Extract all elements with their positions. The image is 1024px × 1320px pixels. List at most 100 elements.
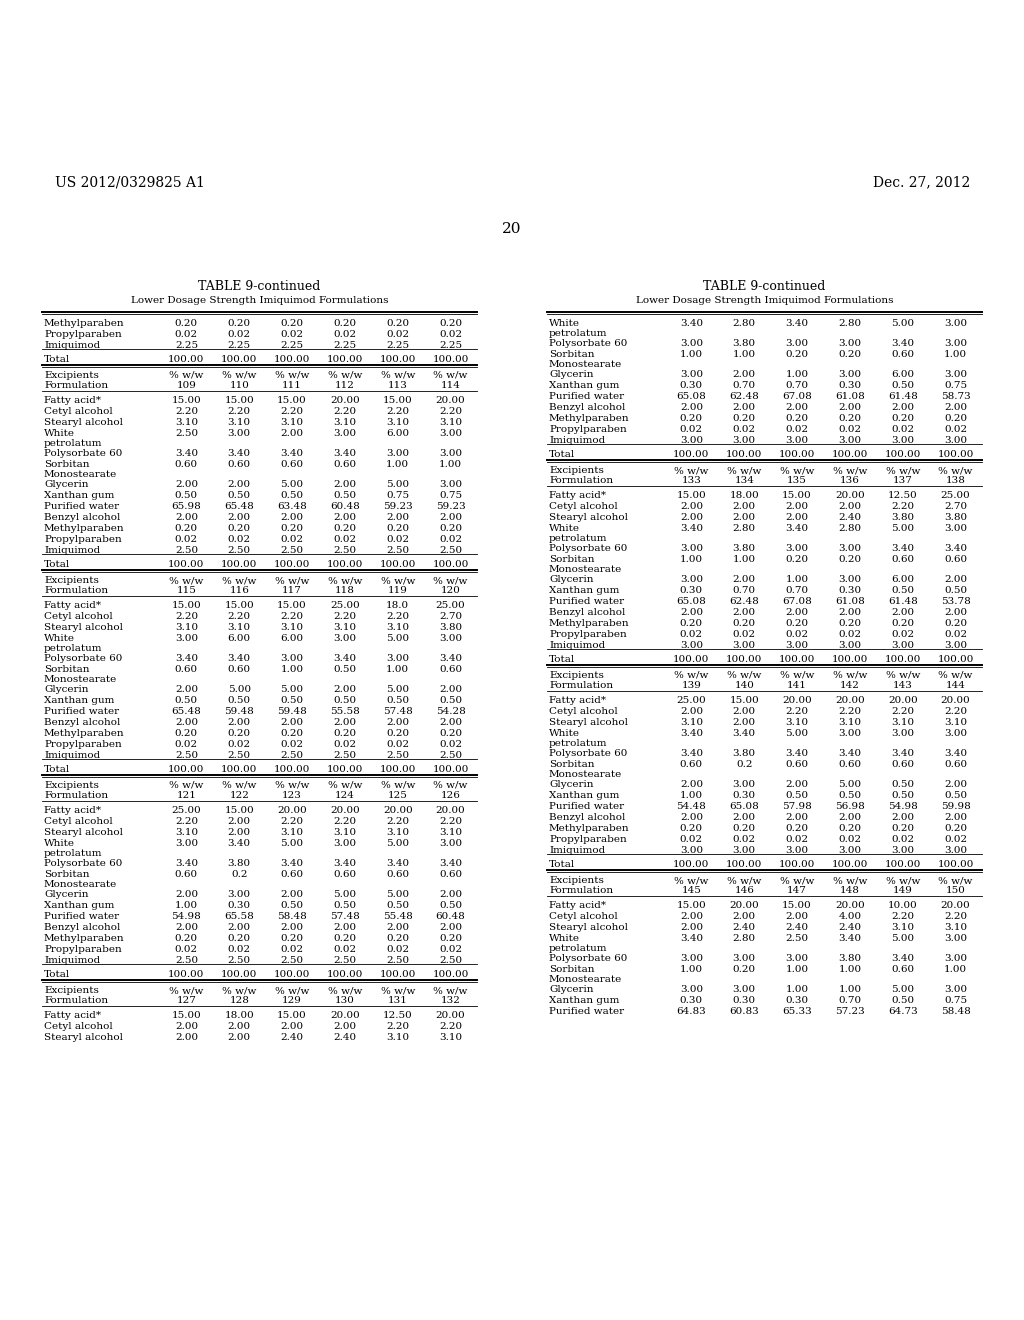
- Text: 2.80: 2.80: [839, 524, 861, 533]
- Text: Glycerin: Glycerin: [549, 985, 594, 994]
- Text: 0.75: 0.75: [944, 997, 967, 1005]
- Text: 0.50: 0.50: [334, 696, 356, 705]
- Text: US 2012/0329825 A1: US 2012/0329825 A1: [55, 176, 205, 189]
- Text: 3.40: 3.40: [785, 524, 809, 533]
- Text: 5.00: 5.00: [281, 840, 304, 847]
- Text: 2.20: 2.20: [227, 612, 251, 620]
- Text: % w/w: % w/w: [169, 781, 204, 789]
- Text: 2.00: 2.00: [175, 1034, 198, 1041]
- Text: 2.00: 2.00: [733, 513, 756, 521]
- Text: 0.75: 0.75: [386, 491, 410, 500]
- Text: 2.80: 2.80: [733, 524, 756, 533]
- Text: Methylparaben: Methylparaben: [44, 524, 125, 533]
- Text: 3.00: 3.00: [733, 985, 756, 994]
- Text: % w/w: % w/w: [886, 466, 920, 475]
- Text: 3.00: 3.00: [680, 642, 703, 649]
- Text: Xanthan gum: Xanthan gum: [549, 997, 620, 1005]
- Text: 54.48: 54.48: [677, 803, 707, 810]
- Text: 150: 150: [945, 886, 966, 895]
- Text: 3.10: 3.10: [386, 1034, 410, 1041]
- Text: 2.25: 2.25: [439, 341, 462, 350]
- Text: 100.00: 100.00: [885, 450, 921, 459]
- Text: 3.00: 3.00: [944, 935, 967, 942]
- Text: 2.00: 2.00: [281, 429, 304, 438]
- Text: 15.00: 15.00: [677, 902, 707, 909]
- Text: 100.00: 100.00: [221, 970, 257, 979]
- Text: 116: 116: [229, 586, 249, 595]
- Text: 2.00: 2.00: [227, 923, 251, 932]
- Text: Cetyl alcohol: Cetyl alcohol: [549, 708, 617, 715]
- Text: Propylparaben: Propylparaben: [44, 535, 122, 544]
- Text: Total: Total: [44, 560, 71, 569]
- Text: % w/w: % w/w: [727, 876, 762, 884]
- Text: 1.00: 1.00: [680, 350, 703, 359]
- Text: 0.20: 0.20: [281, 319, 304, 327]
- Text: 2.20: 2.20: [386, 1022, 410, 1031]
- Text: 2.20: 2.20: [386, 817, 410, 826]
- Text: Total: Total: [549, 861, 575, 869]
- Text: 2.50: 2.50: [439, 956, 462, 965]
- Text: Propylparaben: Propylparaben: [549, 630, 627, 639]
- Text: 0.50: 0.50: [334, 665, 356, 675]
- Text: 0.02: 0.02: [281, 330, 304, 339]
- Text: 2.00: 2.00: [839, 813, 861, 822]
- Text: % w/w: % w/w: [833, 671, 867, 680]
- Text: 109: 109: [176, 381, 197, 389]
- Text: 0.70: 0.70: [785, 381, 809, 389]
- Text: 2.20: 2.20: [386, 612, 410, 620]
- Text: % w/w: % w/w: [433, 781, 468, 789]
- Text: 0.20: 0.20: [785, 554, 809, 564]
- Text: % w/w: % w/w: [169, 576, 204, 585]
- Text: 20.00: 20.00: [782, 696, 812, 705]
- Text: 2.70: 2.70: [439, 612, 462, 620]
- Text: 1.00: 1.00: [733, 554, 756, 564]
- Text: 3.10: 3.10: [680, 718, 703, 727]
- Text: 127: 127: [176, 995, 197, 1005]
- Text: Imiquimod: Imiquimod: [549, 846, 605, 855]
- Text: Purified water: Purified water: [549, 392, 624, 401]
- Text: Sorbitan: Sorbitan: [44, 459, 89, 469]
- Text: Purified water: Purified water: [549, 803, 624, 810]
- Text: 3.00: 3.00: [944, 954, 967, 964]
- Text: 0.02: 0.02: [281, 535, 304, 544]
- Text: 0.02: 0.02: [680, 836, 703, 843]
- Text: 3.00: 3.00: [680, 954, 703, 964]
- Text: 3.10: 3.10: [334, 828, 356, 837]
- Text: Stearyl alcohol: Stearyl alcohol: [44, 1034, 123, 1041]
- Text: 3.80: 3.80: [733, 339, 756, 348]
- Text: 0.20: 0.20: [733, 619, 756, 628]
- Text: % w/w: % w/w: [727, 466, 762, 475]
- Text: 5.00: 5.00: [386, 890, 410, 899]
- Text: 0.50: 0.50: [386, 902, 410, 909]
- Text: Polysorbate 60: Polysorbate 60: [44, 859, 123, 869]
- Text: 3.40: 3.40: [785, 748, 809, 758]
- Text: 20.00: 20.00: [835, 491, 865, 500]
- Text: % w/w: % w/w: [222, 781, 256, 789]
- Text: 5.00: 5.00: [891, 935, 914, 942]
- Text: 0.50: 0.50: [175, 696, 198, 705]
- Text: 100.00: 100.00: [831, 861, 868, 869]
- Text: Methylparaben: Methylparaben: [549, 414, 630, 422]
- Text: 2.20: 2.20: [891, 502, 914, 511]
- Text: 100.00: 100.00: [168, 560, 205, 569]
- Text: Fatty acid*: Fatty acid*: [549, 491, 606, 500]
- Text: Polysorbate 60: Polysorbate 60: [44, 449, 123, 458]
- Text: 3.10: 3.10: [386, 418, 410, 426]
- Text: 113: 113: [388, 381, 408, 389]
- Text: 100.00: 100.00: [273, 355, 310, 364]
- Text: 100.00: 100.00: [221, 355, 257, 364]
- Text: 6.00: 6.00: [386, 429, 410, 438]
- Text: 3.00: 3.00: [839, 576, 861, 583]
- Text: Lower Dosage Strength Imiquimod Formulations: Lower Dosage Strength Imiquimod Formulat…: [131, 296, 388, 305]
- Text: Formulation: Formulation: [44, 791, 109, 800]
- Text: 0.02: 0.02: [680, 425, 703, 434]
- Text: 115: 115: [176, 586, 197, 595]
- Text: White: White: [549, 319, 580, 327]
- Text: Propylparaben: Propylparaben: [44, 945, 122, 954]
- Text: 0.20: 0.20: [439, 524, 462, 533]
- Text: 6.00: 6.00: [891, 576, 914, 583]
- Text: Monostearate: Monostearate: [44, 675, 118, 684]
- Text: 2.00: 2.00: [785, 813, 809, 822]
- Text: 1.00: 1.00: [386, 665, 410, 675]
- Text: 130: 130: [335, 995, 355, 1005]
